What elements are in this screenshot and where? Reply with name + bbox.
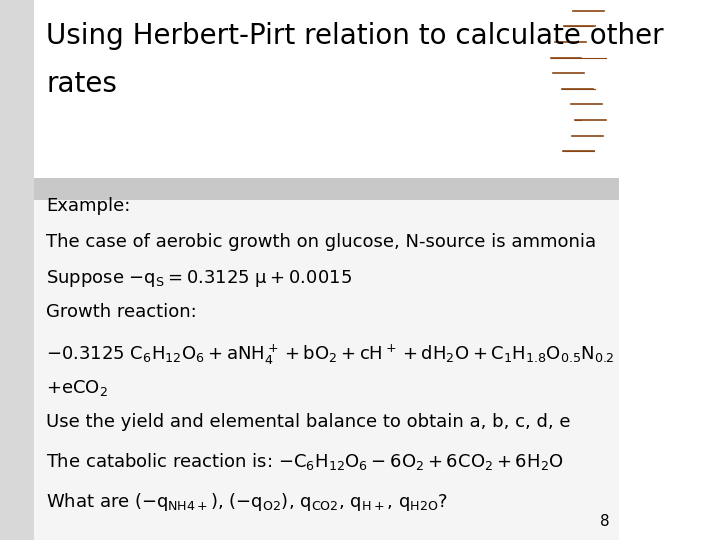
Text: Suppose $\mathsf{-q_S = 0.3125\ \mu + 0.0015}$: Suppose $\mathsf{-q_S = 0.3125\ \mu + 0.… [46,268,352,289]
Bar [34,0,618,189]
Text: Growth reaction:: Growth reaction: [46,303,197,321]
Text: 8: 8 [600,514,609,529]
Text: Using Herbert-Pirt relation to calculate other: Using Herbert-Pirt relation to calculate… [46,22,664,50]
Bar [34,178,618,200]
Text: $\mathsf{+ eCO_2}$: $\mathsf{+ eCO_2}$ [46,378,108,398]
Text: Example:: Example: [46,197,131,215]
Text: rates: rates [46,70,117,98]
Text: What are $\mathsf{(-q_{NH4+})}$, $\mathsf{(-q_{O2})}$, $\mathsf{q_{CO2}}$, $\mat: What are $\mathsf{(-q_{NH4+})}$, $\maths… [46,491,449,514]
Text: Use the yield and elemental balance to obtain a, b, c, d, e: Use the yield and elemental balance to o… [46,413,571,431]
Text: The case of aerobic growth on glucose, N-source is ammonia: The case of aerobic growth on glucose, N… [46,233,596,251]
Text: $\mathsf{-0.3125\ C_6H_{12}O_6 + aNH_4^+ + bO_2 + cH^+ + dH_2O + C_1H_{1.8}O_{0.: $\mathsf{-0.3125\ C_6H_{12}O_6 + aNH_4^+… [46,343,615,367]
Bar [34,200,618,540]
Bar [0,0,34,540]
Text: The catabolic reaction is: $\mathsf{-C_6H_{12}O_6 - 6O_2 + 6CO_2 + 6H_2O}$: The catabolic reaction is: $\mathsf{-C_6… [46,451,564,472]
